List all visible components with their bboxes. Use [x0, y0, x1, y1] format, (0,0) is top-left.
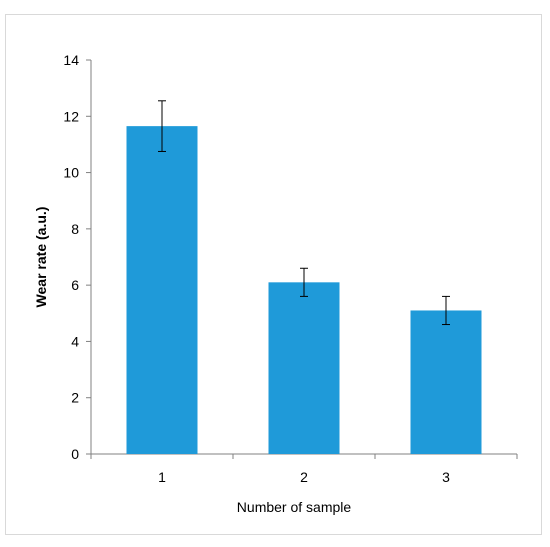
bar-3	[410, 310, 482, 454]
bars-group	[126, 126, 482, 454]
y-axis-title: Wear rate (a.u.)	[33, 207, 49, 308]
y-tick-label: 12	[63, 108, 79, 124]
x-axis-title: Number of sample	[237, 499, 352, 515]
y-tick-label: 14	[63, 52, 79, 68]
bar-1	[126, 126, 198, 454]
y-ticks-group: 0 2 4 6 8 10 12 14	[63, 52, 91, 462]
x-tick-label: 2	[300, 469, 308, 485]
error-bars-group	[158, 100, 450, 326]
x-tick-label: 1	[158, 469, 166, 485]
y-tick-label: 0	[71, 446, 79, 462]
bar-2	[268, 282, 340, 454]
y-tick-label: 4	[71, 333, 79, 349]
y-tick-label: 10	[63, 165, 79, 181]
y-tick-label: 2	[71, 390, 79, 406]
y-tick-label: 8	[71, 221, 79, 237]
x-ticks-group: 1 2 3	[90, 454, 518, 485]
y-tick-label: 6	[71, 277, 79, 293]
x-tick-label: 3	[442, 469, 450, 485]
